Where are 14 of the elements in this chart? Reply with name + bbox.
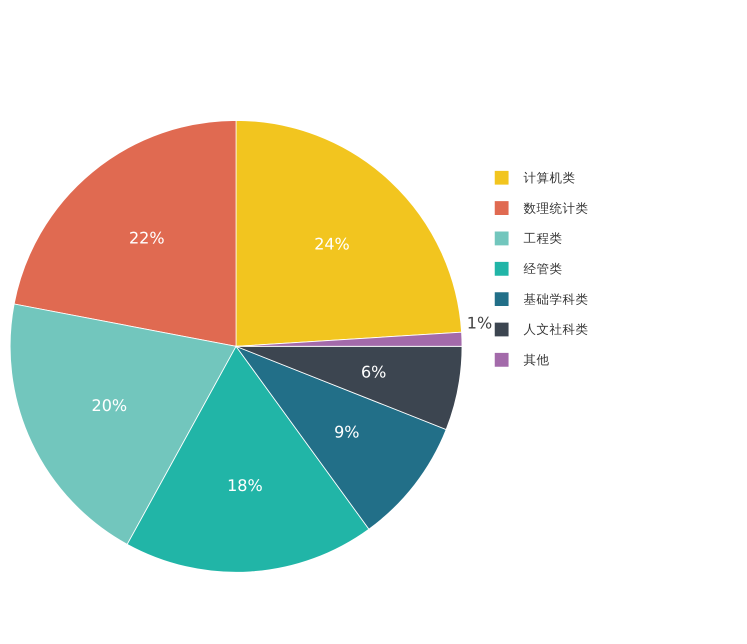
legend-label: 数理统计类 bbox=[524, 200, 589, 216]
legend-label: 其他 bbox=[524, 352, 550, 368]
data-label: 24% bbox=[314, 234, 350, 254]
legend-label: 基础学科类 bbox=[524, 291, 589, 306]
data-label: 1% bbox=[466, 313, 492, 332]
data-label: 9% bbox=[334, 422, 360, 442]
legend-label: 计算机类 bbox=[524, 170, 576, 185]
data-label: 20% bbox=[92, 396, 128, 416]
legend-label: 人文社科类 bbox=[524, 322, 589, 337]
data-label: 6% bbox=[360, 362, 386, 382]
legend-label: 工程类 bbox=[524, 230, 563, 246]
data-label: 18% bbox=[227, 476, 263, 496]
legend-label: 经管类 bbox=[524, 261, 563, 276]
data-label: 22% bbox=[128, 228, 165, 248]
